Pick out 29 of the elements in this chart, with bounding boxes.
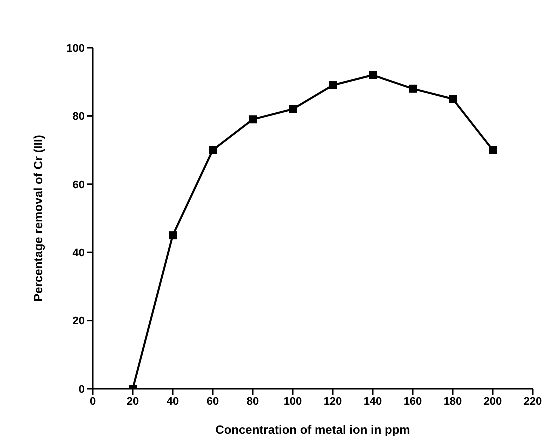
y-axis-title: Percentage removal of Cr (III) xyxy=(31,135,46,302)
x-tick-label: 0 xyxy=(90,396,96,408)
y-tick-label: 100 xyxy=(66,42,85,55)
x-tick-label: 140 xyxy=(364,396,382,408)
point xyxy=(329,82,337,90)
x-axis-title: Concentration of metal ion in ppm xyxy=(216,423,410,437)
x-tick-label: 180 xyxy=(444,396,462,408)
y-tick-label: 80 xyxy=(72,111,85,124)
x-tick-label: 100 xyxy=(284,396,302,408)
point xyxy=(289,105,297,114)
y-tick-label: 20 xyxy=(72,316,85,328)
x-tick-label: 200 xyxy=(484,396,502,408)
point xyxy=(169,232,177,240)
point xyxy=(449,95,457,104)
y-tick-label: 60 xyxy=(72,179,85,192)
point xyxy=(489,146,497,154)
point xyxy=(369,71,377,80)
x-tick-label: 60 xyxy=(206,396,220,408)
y-tick-label: 40 xyxy=(72,248,85,260)
x-tick-label: 220 xyxy=(524,396,542,408)
x-tick-label: 20 xyxy=(126,396,140,408)
x-tick-label: 40 xyxy=(166,396,180,408)
x-tick-label: 120 xyxy=(324,396,342,408)
point xyxy=(249,116,257,124)
y-tick-label: 0 xyxy=(78,384,85,396)
point xyxy=(409,84,417,93)
point xyxy=(209,146,217,154)
x-tick-label: 80 xyxy=(246,396,260,408)
x-tick-label: 160 xyxy=(404,396,422,408)
